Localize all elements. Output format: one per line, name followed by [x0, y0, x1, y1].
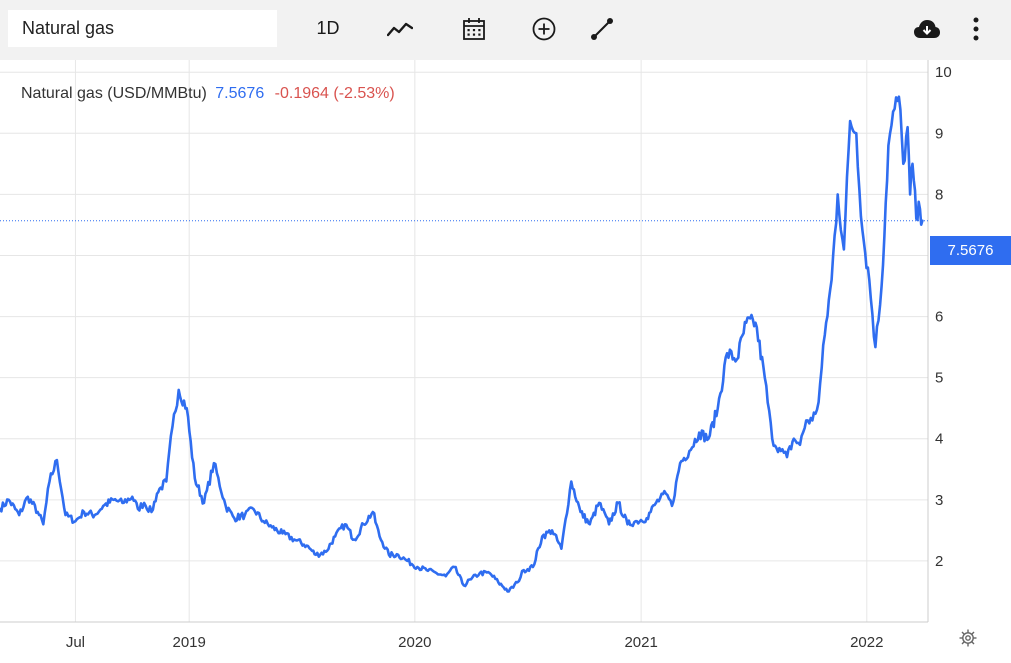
more-options-icon — [973, 17, 979, 40]
x-tick-label: Jul — [66, 634, 85, 651]
calendar-icon — [463, 17, 485, 40]
search-input[interactable]: Natural gas — [8, 10, 277, 47]
series-line-natural-gas — [0, 95, 924, 593]
current-price-label: 7.5676 — [930, 236, 1011, 265]
period-button[interactable]: 1D — [316, 18, 340, 38]
chart-legend: Natural gas (USD/MMBtu) 7.5676 -0.1964 (… — [21, 85, 395, 103]
y-tick-label: 5 — [935, 370, 943, 387]
legend-series-name: Natural gas (USD/MMBtu) — [21, 85, 207, 102]
y-tick-label: 9 — [935, 125, 943, 142]
x-tick-label: 2020 — [398, 634, 431, 651]
x-tick-label: 2021 — [624, 634, 657, 651]
chart-type-icon — [387, 22, 413, 36]
download-button[interactable] — [912, 10, 942, 47]
download-cloud-icon — [914, 19, 940, 38]
chart-type-button[interactable] — [384, 10, 416, 47]
y-tick-label: 4 — [935, 431, 943, 448]
price-chart[interactable]: 2345678910Jul2019202020212022 — [0, 60, 1011, 663]
y-tick-label: 3 — [935, 492, 943, 509]
more-options-button[interactable] — [966, 10, 986, 47]
y-tick-label: 6 — [935, 309, 943, 326]
x-tick-label: 2022 — [850, 634, 883, 651]
draw-line-button[interactable] — [588, 10, 616, 47]
legend-last-value: 7.5676 — [215, 85, 265, 102]
add-indicator-button[interactable] — [530, 10, 558, 47]
add-indicator-icon — [532, 17, 556, 40]
y-tick-label: 2 — [935, 553, 943, 570]
date-range-button[interactable] — [460, 10, 488, 47]
y-tick-label: 10 — [935, 64, 952, 81]
y-tick-label: 8 — [935, 186, 943, 203]
legend-change: -0.1964 (-2.53%) — [274, 85, 395, 102]
settings-gear-icon[interactable] — [958, 628, 978, 648]
chart-toolbar: Natural gas 1D — [0, 0, 1011, 60]
x-tick-label: 2019 — [172, 634, 205, 651]
draw-line-icon — [591, 17, 613, 40]
